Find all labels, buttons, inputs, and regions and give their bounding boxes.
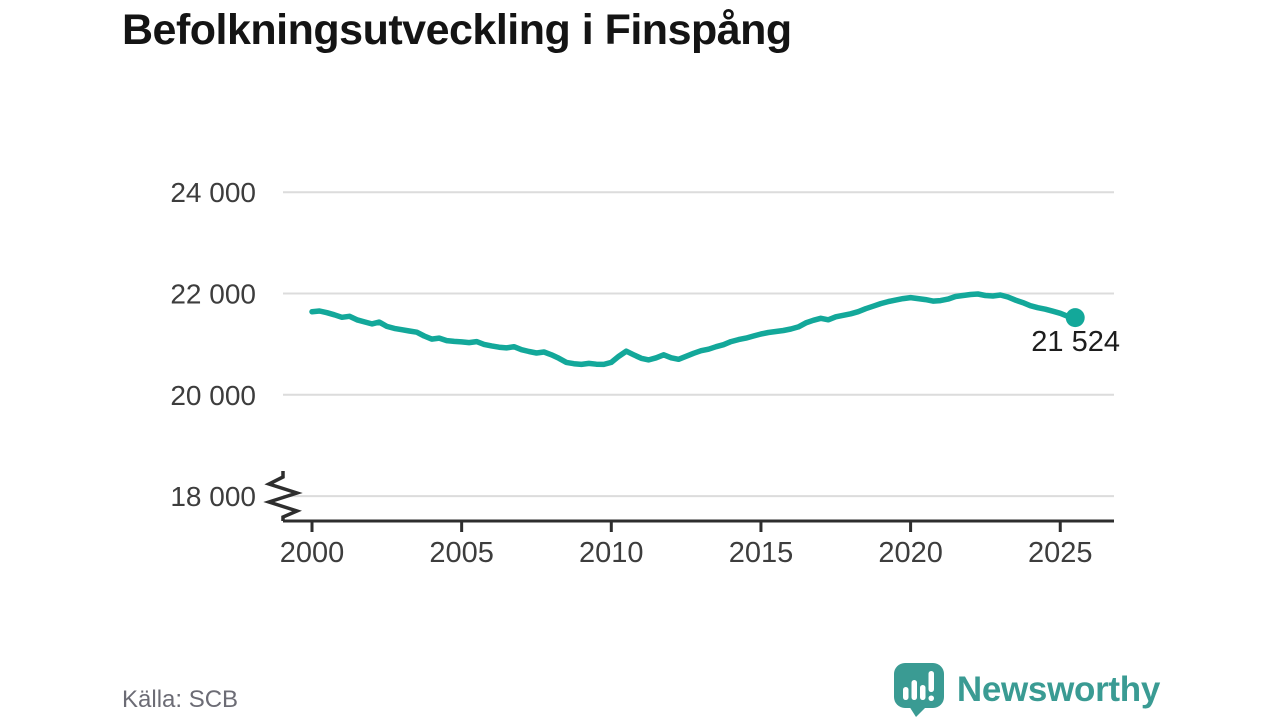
axis-break-icon — [263, 471, 303, 521]
source-label: Källa: SCB — [122, 686, 239, 713]
x-axis — [283, 519, 1114, 532]
newsworthy-logo-icon — [893, 663, 944, 717]
x-axis-tick-label: 2000 — [280, 537, 345, 569]
axis-break-zigzag — [263, 471, 303, 521]
x-axis-tick-label: 2005 — [429, 537, 494, 569]
x-axis-tick-label: 2020 — [878, 537, 943, 569]
newsworthy-branding: Newsworthy — [893, 662, 1160, 718]
y-axis-tick-label: 18 000 — [170, 481, 256, 512]
y-axis-tick-labels: 24 000 22 000 20 000 18 000 — [170, 177, 256, 512]
gridlines — [283, 191, 1114, 498]
chart-title: Befolkningsutveckling i Finspång — [122, 6, 792, 54]
latest-value-label: 21 524 — [1031, 326, 1120, 358]
y-axis-tick-label: 22 000 — [170, 279, 256, 310]
latest-value-marker: 21 524 — [1031, 308, 1120, 358]
population-line-path — [309, 291, 1078, 368]
population-line — [309, 291, 1078, 368]
y-axis-tick-label: 24 000 — [170, 177, 256, 208]
x-axis-tick-label: 2015 — [729, 537, 794, 569]
y-axis-tick-label: 20 000 — [170, 380, 256, 411]
newsworthy-wordmark: Newsworthy — [956, 670, 1160, 709]
x-axis-tick-label: 2025 — [1028, 537, 1093, 569]
latest-value-dot — [1065, 308, 1085, 328]
x-axis-tick-label: 2010 — [579, 537, 644, 569]
x-axis-tick-labels: 2000 2005 2010 2015 2020 2025 — [280, 537, 1093, 569]
